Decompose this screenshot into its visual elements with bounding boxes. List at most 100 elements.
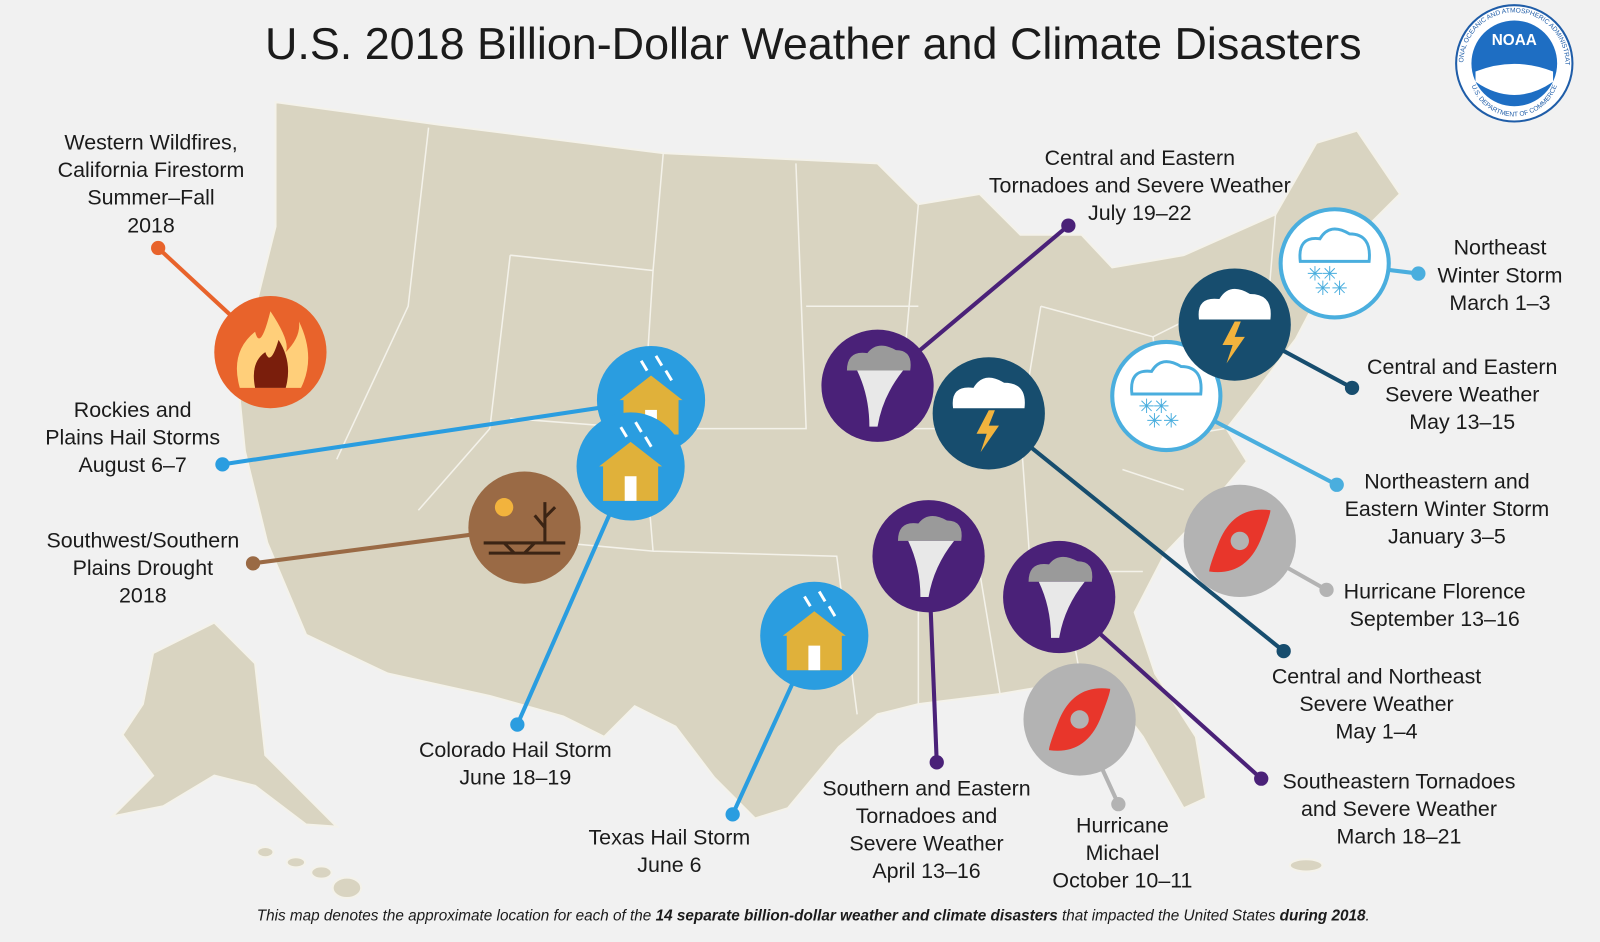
- event-label: April 13–16: [872, 859, 980, 883]
- leader-line: [222, 398, 652, 467]
- event-label: Severe Weather: [1385, 383, 1539, 407]
- event-label: July 19–22: [1088, 201, 1192, 225]
- hail-streak: [664, 369, 673, 382]
- footer: This map denotes the approximate locatio…: [257, 907, 1370, 924]
- event: Central and Eastern Tornadoes and Severe …: [821, 146, 1291, 442]
- funnel: [908, 540, 955, 598]
- event-label: Eastern Winter Storm: [1345, 497, 1550, 521]
- event-label: Hurricane Florence: [1344, 580, 1526, 604]
- bolt: [976, 410, 999, 453]
- event-label: Rockies and: [74, 398, 192, 422]
- event-label: Northeast: [1454, 236, 1547, 260]
- hail-streak: [827, 605, 837, 617]
- cloud: [1130, 360, 1203, 396]
- cloud: [846, 345, 911, 371]
- leader-dot: [1411, 266, 1426, 281]
- event-label: California Firestorm: [58, 158, 245, 182]
- leader-dot: [1061, 218, 1076, 233]
- event-label: Western Wildfires,: [64, 131, 237, 155]
- cracks: [483, 502, 566, 555]
- contiguous-us: [237, 100, 1402, 820]
- hawaii-island: [310, 865, 333, 880]
- event-label: Michael: [1086, 841, 1160, 865]
- hawaii-island: [256, 846, 275, 859]
- event-label: Plains Hail Storms: [45, 426, 220, 450]
- event-label: Northeastern and: [1364, 469, 1529, 493]
- event-label: September 13–16: [1350, 607, 1520, 631]
- event: Central and Northeast Severe Weather May 1…: [932, 357, 1481, 743]
- event-label: June 6: [637, 853, 701, 877]
- cloud: [1028, 556, 1093, 582]
- event-label: Southeastern Tornadoes: [1283, 769, 1516, 793]
- cloud: [897, 516, 962, 541]
- hail-streak: [654, 355, 664, 367]
- event-icon: [468, 471, 581, 584]
- event: Central and Eastern Severe Weather May 13–…: [1178, 268, 1557, 434]
- hail-streak: [644, 436, 653, 448]
- leader-dot: [245, 556, 261, 571]
- hawaii-island: [285, 856, 307, 869]
- event: Southern and Eastern Tornadoes and Severe …: [822, 500, 1031, 883]
- event-label: Severe Weather: [1299, 692, 1453, 716]
- house-door: [808, 645, 821, 671]
- bolt: [1222, 321, 1245, 364]
- snowflake: ✳: [1138, 396, 1154, 418]
- house-glyph: [599, 441, 663, 501]
- house-glyph: [782, 611, 846, 671]
- leader-dot: [929, 755, 944, 770]
- event-label: Central and Eastern: [1367, 355, 1557, 379]
- footer-bold: during 2018: [1280, 907, 1366, 924]
- event: Southwest/Southern Plains Drought 2018: [46, 471, 581, 608]
- snowflake: ✳: [1307, 263, 1323, 285]
- hail-streak: [803, 595, 812, 608]
- event-label: March 18–21: [1337, 824, 1462, 848]
- event-label: Colorado Hail Storm: [419, 738, 612, 762]
- event-label: Southwest/Southern: [46, 529, 239, 553]
- logo-bird: [1475, 63, 1554, 95]
- event-label: Summer–Fall: [87, 186, 214, 210]
- snowflake: ✳: [1322, 263, 1338, 285]
- leader-dot: [215, 457, 230, 472]
- event-label: 2018: [127, 213, 175, 237]
- logo-text: NOAA: [1492, 32, 1537, 49]
- event-label: August 6–7: [78, 453, 186, 477]
- event-label: June 18–19: [459, 765, 571, 789]
- footer-bold: 14 separate billion-dollar weather and c…: [656, 907, 1058, 924]
- snowflake: ✳: [1146, 411, 1162, 433]
- leader-dot: [725, 807, 740, 822]
- event-label: March 1–3: [1449, 291, 1550, 315]
- event: Hurricane Michael October 10–11: [1023, 663, 1192, 892]
- hawaii-island: [331, 876, 363, 900]
- us-map: [109, 100, 1402, 900]
- leader-dot: [1254, 771, 1269, 786]
- sun: [494, 498, 514, 517]
- event-label: Winter Storm: [1438, 263, 1563, 287]
- event: Southeastern Tornadoes and Severe Weather…: [1003, 540, 1516, 848]
- footer-text: that impacted the United States: [1058, 907, 1280, 924]
- footer-text: This map denotes the approximate locatio…: [257, 907, 656, 924]
- fire-core: [253, 339, 289, 388]
- leader-line: [987, 411, 1285, 653]
- cloud: [1298, 227, 1371, 263]
- leader-dot: [1319, 582, 1334, 598]
- leader-dot: [510, 717, 525, 732]
- snowflake: ✳: [1163, 411, 1179, 433]
- funnel: [1038, 581, 1085, 638]
- event-label: 2018: [119, 584, 167, 608]
- footer-text: .: [1366, 907, 1370, 924]
- event: Western Wildfires, California Firestorm Su…: [58, 131, 327, 409]
- alaska: [109, 621, 340, 828]
- event-label: Texas Hail Storm: [588, 826, 750, 850]
- leader-dot: [1329, 477, 1344, 492]
- house-door: [624, 476, 637, 501]
- puerto-rico: [1288, 858, 1324, 873]
- leader-dot: [151, 240, 166, 256]
- hawaii: [256, 846, 363, 900]
- cloud: [1198, 288, 1271, 320]
- title: U.S. 2018 Billion-Dollar Weather and Cli…: [265, 18, 1362, 69]
- leader-dot: [1344, 380, 1360, 395]
- event: Colorado Hail Storm June 18–19: [419, 412, 685, 789]
